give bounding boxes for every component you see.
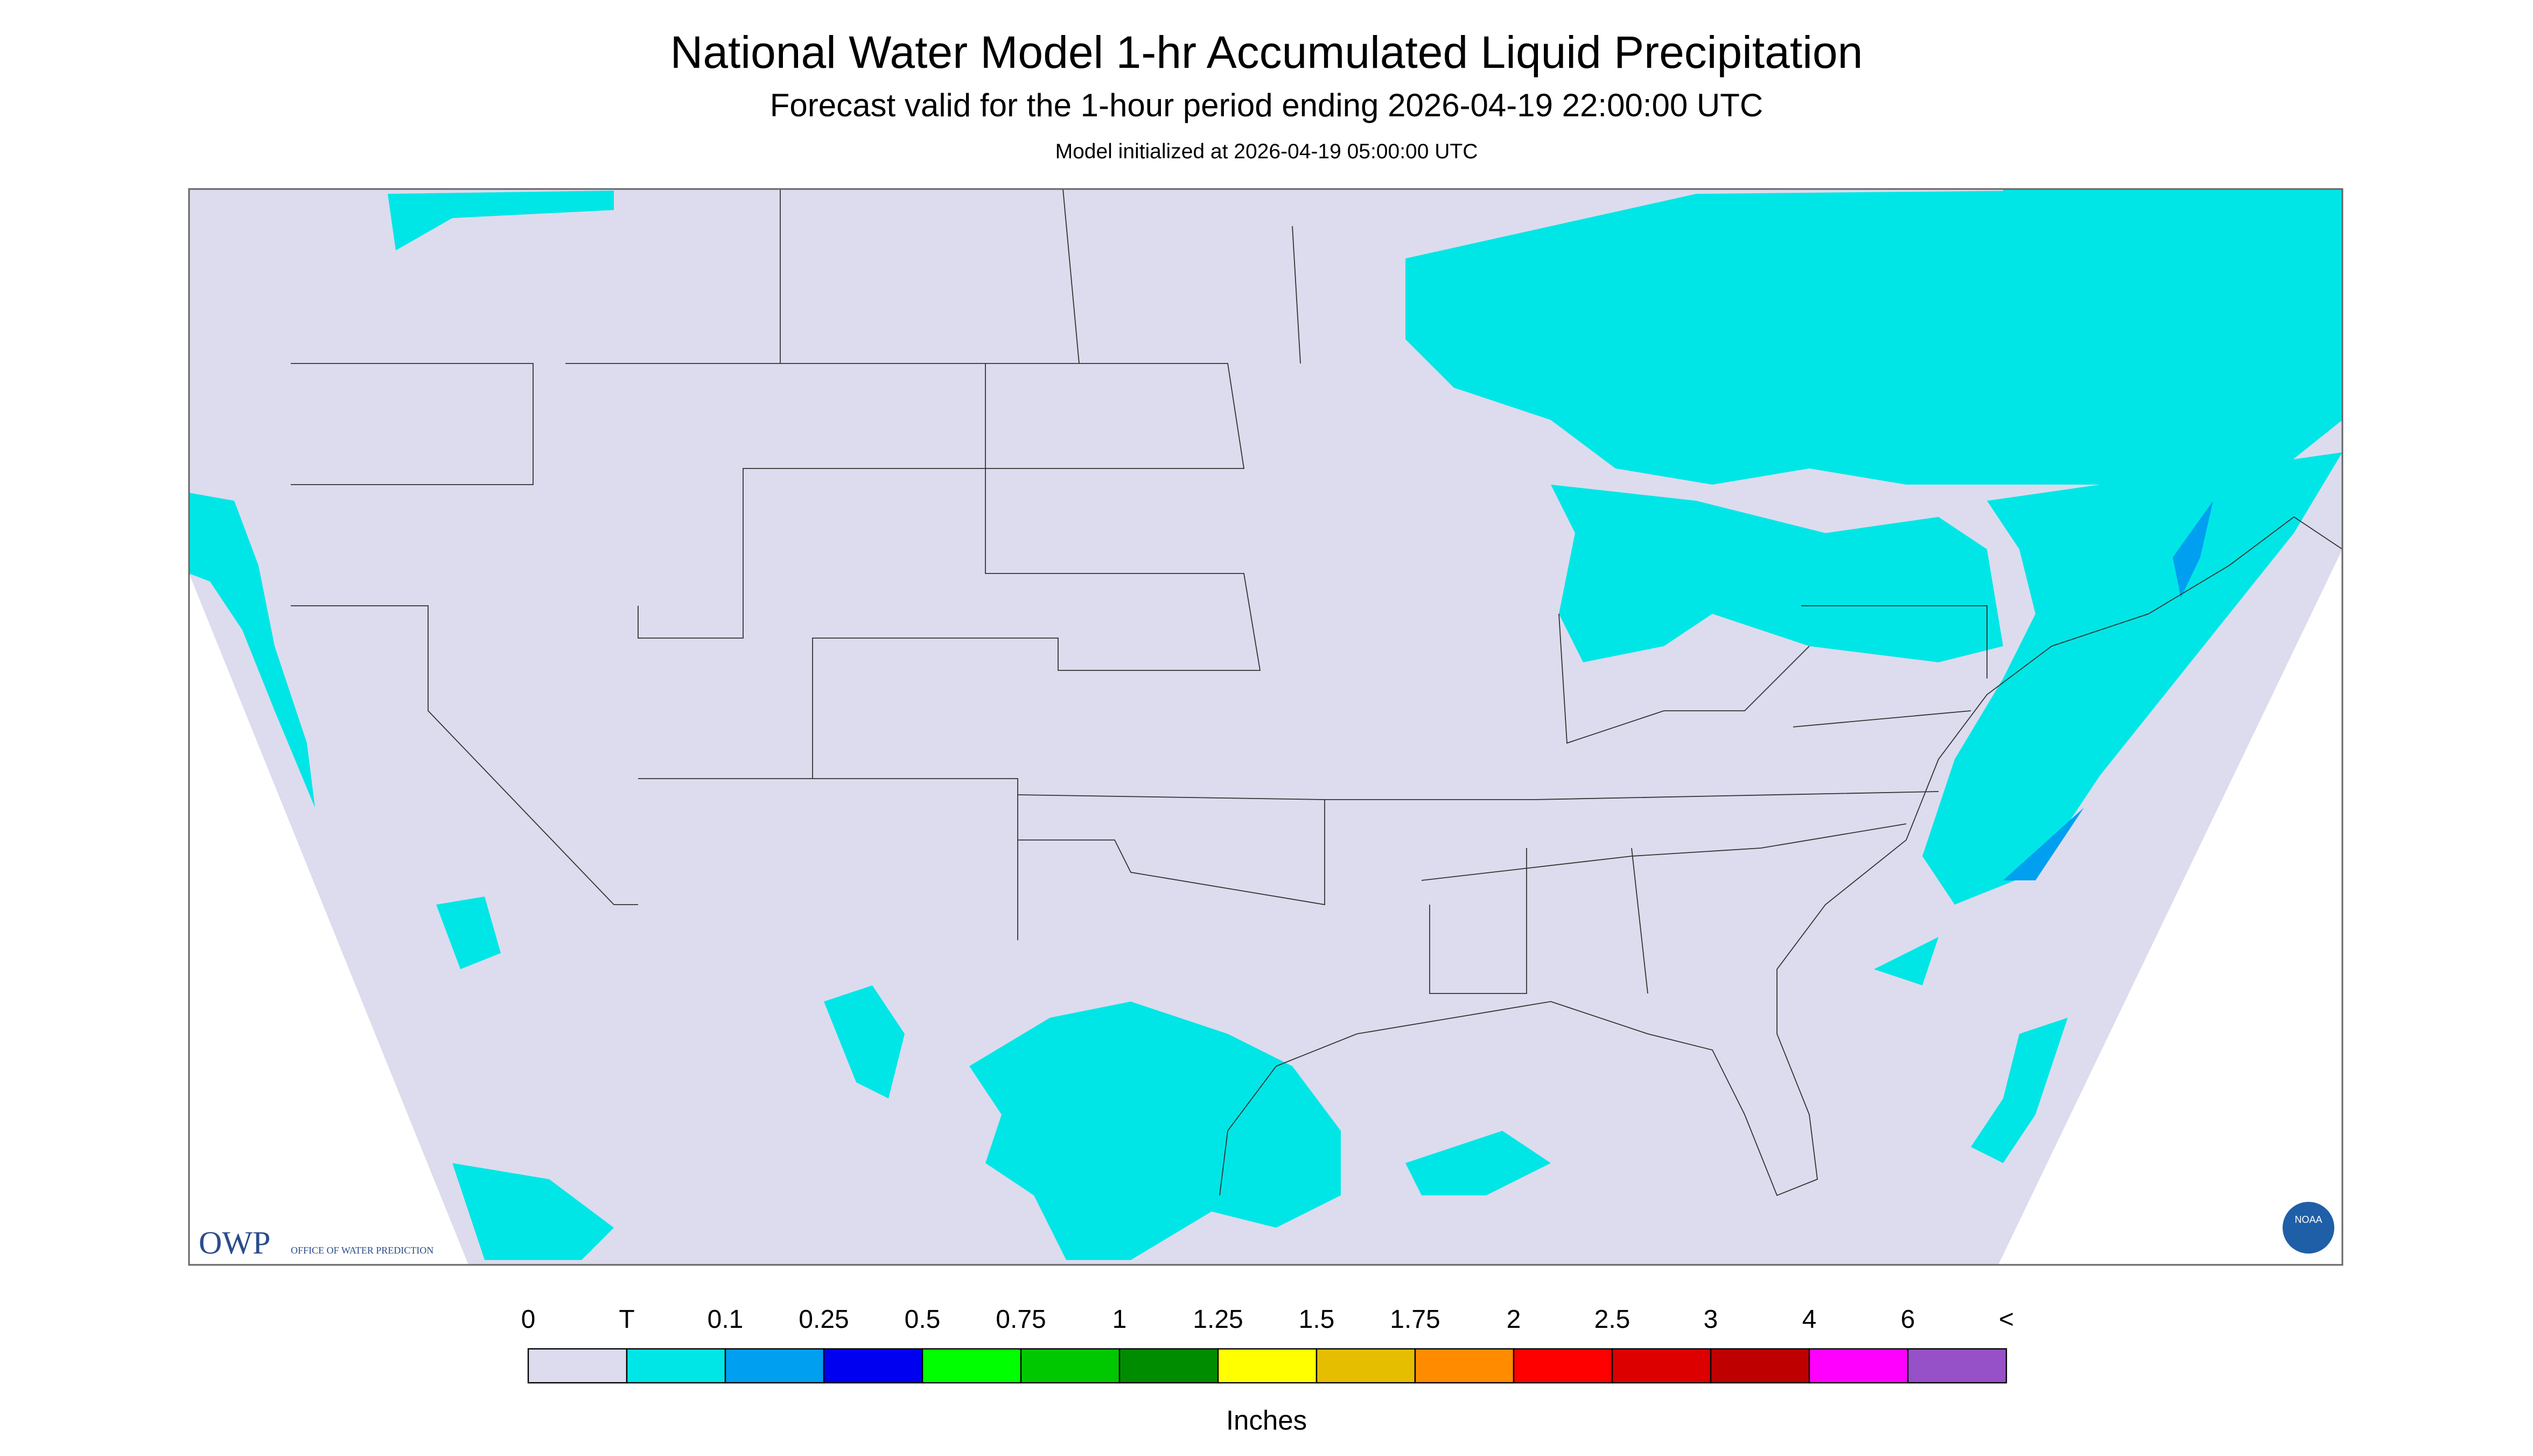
colorbar: 0 T 0.1 0.25 0.5 0.75 1 1.25 1.5 1.75 2 2.5 3 4 6 < xyxy=(521,1305,2014,1384)
owp-logo: OWP xyxy=(199,1225,270,1261)
outside-domain-left xyxy=(189,573,468,1265)
colorbar-box xyxy=(724,1348,825,1384)
colorbar-box xyxy=(1020,1348,1121,1384)
colorbar-box xyxy=(626,1348,726,1384)
colorbar-label: 0 xyxy=(521,1305,536,1334)
colorbar-label: 1 xyxy=(1112,1305,1127,1334)
noaa-logo xyxy=(2283,1202,2334,1254)
colorbar-label: T xyxy=(619,1305,634,1334)
map: OWP OFFICE OF WATER PREDICTION NOAA xyxy=(188,188,2343,1266)
colorbar-label: 4 xyxy=(1802,1305,1817,1334)
owp-name: OFFICE OF WATER PREDICTION xyxy=(291,1245,433,1256)
colorbar-box xyxy=(823,1348,923,1384)
colorbar-label: 1.75 xyxy=(1390,1305,1440,1334)
colorbar-label: 0.75 xyxy=(996,1305,1046,1334)
colorbar-box xyxy=(1414,1348,1515,1384)
colorbar-box xyxy=(1513,1348,1613,1384)
colorbar-box xyxy=(1217,1348,1318,1384)
init-note: Model initialized at 2026-04-19 05:00:00… xyxy=(1055,140,1478,163)
colorbar-box xyxy=(1611,1348,1712,1384)
subtitle: Forecast valid for the 1-hour period end… xyxy=(770,87,1763,123)
noaa-text: NOAA xyxy=(2294,1214,2322,1225)
colorbar-label: 6 xyxy=(1901,1305,1915,1334)
outside-domain-right xyxy=(1998,549,2342,1265)
map-frame xyxy=(188,188,2343,1266)
colorbar-unit: Inches xyxy=(1226,1405,1307,1436)
colorbar-box xyxy=(1316,1348,1416,1384)
colorbar-box xyxy=(1118,1348,1219,1384)
colorbar-label: 1.5 xyxy=(1299,1305,1335,1334)
colorbar-box xyxy=(921,1348,1022,1384)
colorbar-label: 0.25 xyxy=(799,1305,849,1334)
colorbar-label: 2.5 xyxy=(1594,1305,1631,1334)
colorbar-label: 2 xyxy=(1507,1305,1521,1334)
precip-areas xyxy=(189,189,2342,1261)
colorbar-label: < xyxy=(1999,1305,2014,1334)
colorbar-label: 3 xyxy=(1704,1305,1718,1334)
title: National Water Model 1-hr Accumulated Li… xyxy=(670,27,1863,78)
colorbar-label: 0.1 xyxy=(708,1305,744,1334)
colorbar-box xyxy=(527,1348,628,1384)
colorbar-label: 0.5 xyxy=(905,1305,941,1334)
colorbar-box xyxy=(1808,1348,1909,1384)
colorbar-box xyxy=(1710,1348,1810,1384)
boundaries xyxy=(291,188,2343,1196)
colorbar-box xyxy=(1907,1348,2007,1384)
colorbar-label: 1.25 xyxy=(1193,1305,1243,1334)
